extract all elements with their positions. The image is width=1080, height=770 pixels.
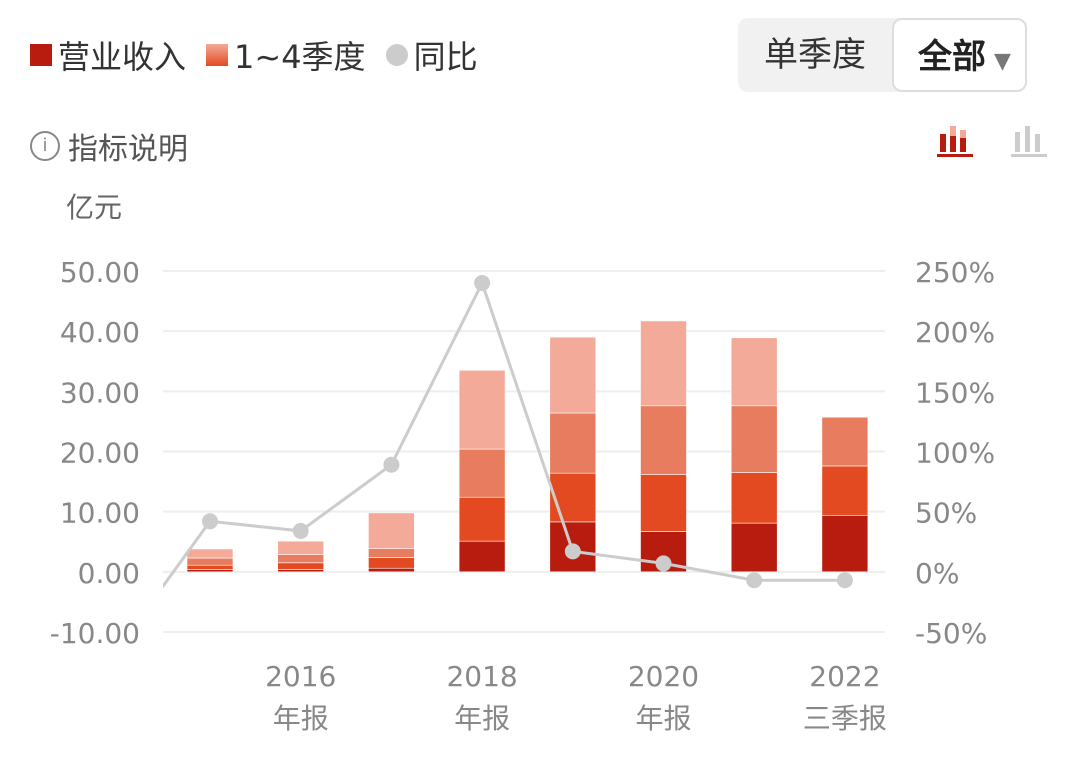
- bar-segment-q3: [186, 557, 234, 566]
- bar-segment-q3: [730, 405, 778, 473]
- bar-segment-q2: [186, 564, 234, 570]
- legend-swatch: [206, 44, 229, 66]
- bar-segment-q1: [821, 514, 869, 573]
- right-axis-tick: 0%: [915, 557, 959, 590]
- yoy-point: [746, 572, 763, 589]
- bar-icon[interactable]: [1010, 120, 1050, 160]
- bar-segment-q1: [730, 522, 778, 573]
- stacked-bar-icon[interactable]: [936, 120, 976, 160]
- indicator-info[interactable]: i 指标说明: [30, 124, 188, 168]
- bar-segment-q4: [277, 540, 325, 555]
- yoy-point: [292, 522, 309, 539]
- toggle-all-dropdown[interactable]: 全部 ▼: [892, 18, 1027, 92]
- bar-segment-q2: [640, 474, 687, 532]
- bar-segment-q2: [549, 472, 597, 523]
- legend: 营业收入 1~4季度 同比: [30, 32, 498, 78]
- yoy-point: [836, 572, 853, 589]
- bar-segment-q4: [458, 369, 506, 450]
- bar-segment-q2: [368, 557, 415, 569]
- right-axis-tick: 250%: [915, 256, 995, 289]
- bar-segment-q3: [549, 412, 597, 474]
- bar-segment-q4: [640, 320, 687, 407]
- right-axis-tick: 150%: [915, 376, 995, 409]
- left-axis-tick: 10.00: [60, 497, 140, 530]
- bar-segment-q2: [821, 465, 869, 516]
- left-axis-tick: 30.00: [60, 376, 140, 409]
- left-axis-unit: 亿元: [66, 191, 123, 224]
- yoy-point: [474, 275, 491, 292]
- legend-swatch: [30, 44, 52, 66]
- yoy-point: [564, 543, 581, 560]
- bar-segment-q2: [458, 496, 506, 542]
- right-axis-tick: 100%: [915, 437, 995, 470]
- bar-segment-q3: [277, 554, 325, 564]
- x-tick-period: 年报: [635, 702, 691, 735]
- left-axis-tick: 0.00: [78, 557, 140, 590]
- legend-label: 1~4季度: [234, 38, 366, 76]
- bar-segment-q2: [277, 562, 325, 570]
- info-label: 指标说明: [68, 132, 188, 167]
- selected-option: 全部: [918, 37, 986, 77]
- left-axis-tick: 40.00: [60, 316, 140, 349]
- legend-label: 同比: [413, 38, 478, 76]
- bar-segment-q3: [458, 448, 506, 498]
- bar-segment-q1: [368, 567, 415, 573]
- yoy-point: [383, 456, 400, 473]
- bar-segment-q3: [368, 548, 415, 558]
- bar-segment-q1: [458, 540, 506, 573]
- bar-segment-q3: [821, 416, 869, 467]
- x-tick-year: 2022: [809, 660, 880, 693]
- yoy-point: [655, 555, 672, 572]
- bar-segment-q4: [730, 337, 778, 407]
- right-axis-tick: 200%: [915, 316, 995, 349]
- legend-swatch: [385, 44, 408, 66]
- x-tick-period: 年报: [273, 702, 329, 735]
- x-tick-period: 年报: [454, 702, 510, 735]
- left-axis-tick: -10.00: [50, 617, 140, 650]
- bar-segment-q1: [186, 569, 234, 573]
- bar-segment-q4: [186, 548, 234, 559]
- yoy-point: [202, 513, 218, 530]
- legend-label: 营业收入: [58, 38, 187, 76]
- period-toggle: 单季度 全部 ▼: [738, 18, 1027, 92]
- right-axis-tick: 50%: [915, 497, 977, 530]
- legend-item-yoy[interactable]: 同比: [385, 32, 478, 78]
- legend-item-revenue[interactable]: 营业收入: [30, 32, 186, 78]
- right-axis-tick: -50%: [915, 617, 987, 650]
- x-tick-year: 2020: [628, 660, 699, 693]
- bar-segment-q4: [549, 336, 597, 414]
- info-icon: i: [30, 131, 60, 161]
- bar-segment-q3: [640, 405, 687, 475]
- legend-item-quarters[interactable]: 1~4季度: [206, 32, 366, 78]
- bar-segment-q1: [277, 569, 325, 573]
- bar-segment-q2: [730, 472, 778, 524]
- left-axis-tick: 20.00: [60, 437, 140, 470]
- x-tick-year: 2018: [446, 660, 517, 693]
- dropdown-arrow-icon: ▼: [994, 49, 1011, 74]
- toggle-single-quarter[interactable]: 单季度: [764, 35, 866, 75]
- x-tick-period: 三季报: [803, 702, 887, 735]
- x-tick-year: 2016: [265, 660, 336, 693]
- left-axis-tick: 50.00: [60, 256, 140, 289]
- bar-segment-q4: [368, 512, 415, 549]
